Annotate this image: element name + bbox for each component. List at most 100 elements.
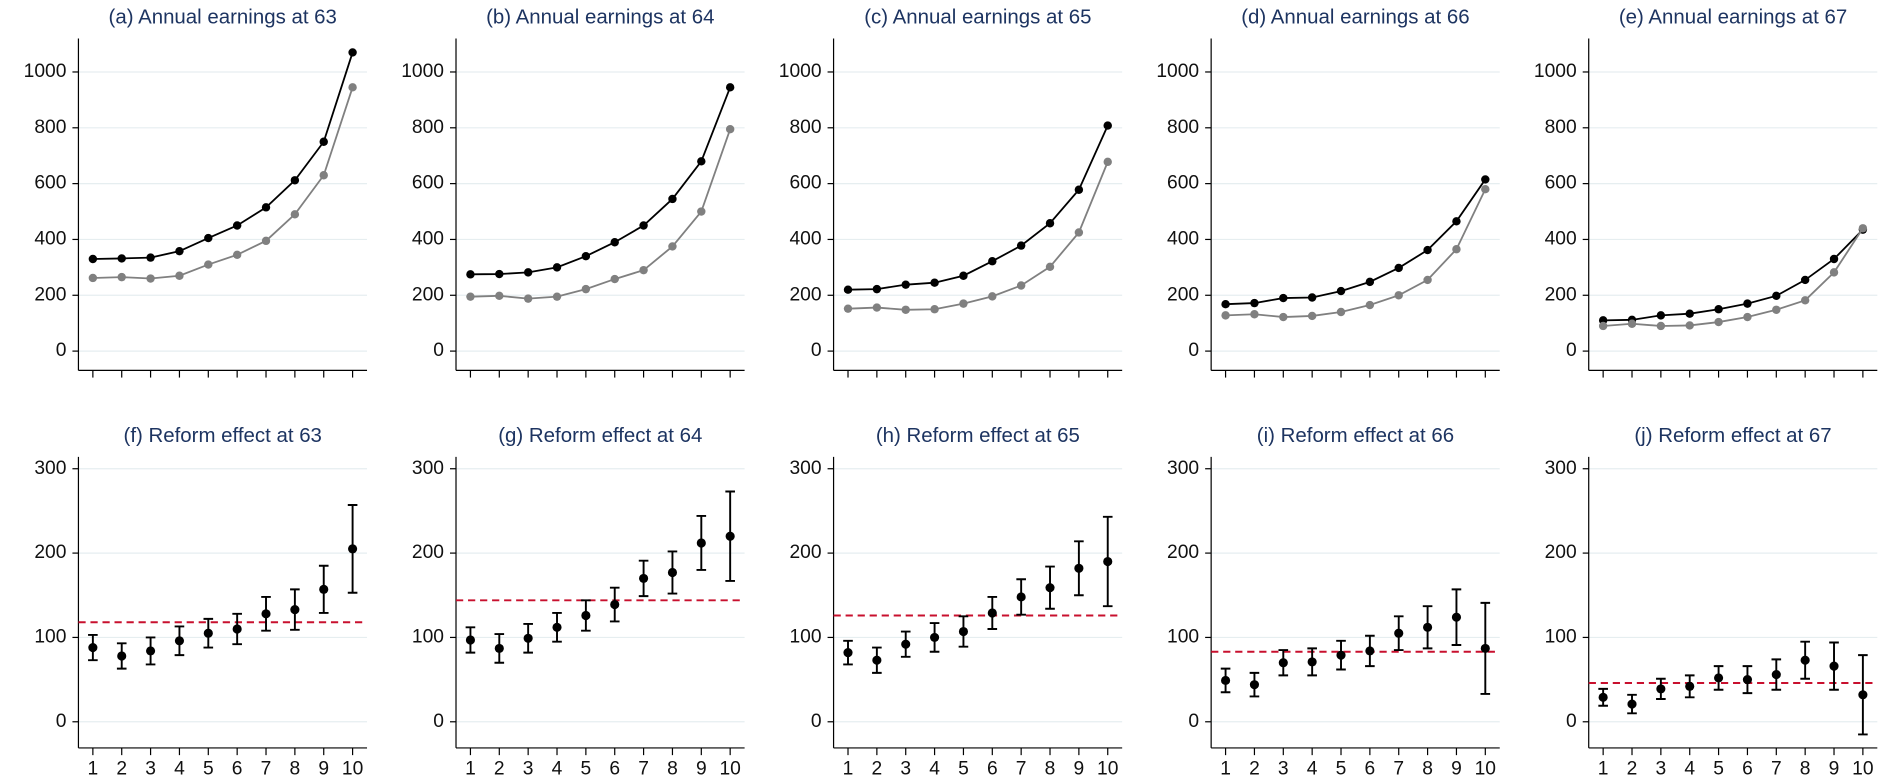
y-tick-label: 0 xyxy=(811,711,822,732)
x-tick-label: 7 xyxy=(638,759,649,780)
data-point xyxy=(1452,245,1461,254)
data-point xyxy=(1365,300,1375,310)
y-tick-label: 0 xyxy=(1566,340,1577,361)
y-tick-label: 0 xyxy=(1566,711,1577,732)
data-point xyxy=(261,609,271,619)
data-point xyxy=(1743,312,1752,322)
data-point xyxy=(1627,699,1637,709)
y-tick-label: 300 xyxy=(1167,458,1199,479)
data-point xyxy=(232,250,242,260)
data-point xyxy=(988,257,997,266)
y-tick-label: 100 xyxy=(34,627,66,648)
y-tick-label: 200 xyxy=(34,284,66,305)
series-line xyxy=(1603,227,1864,327)
data-point xyxy=(987,608,997,618)
data-point xyxy=(1656,321,1666,331)
data-point xyxy=(1074,185,1084,194)
x-tick-label: 9 xyxy=(1074,759,1085,780)
data-point xyxy=(523,268,533,277)
x-tick-label: 1 xyxy=(465,759,476,780)
y-tick-label: 200 xyxy=(789,284,821,305)
y-tick-label: 200 xyxy=(1545,284,1577,305)
x-tick-label: 1 xyxy=(843,759,854,780)
x-tick-label: 10 xyxy=(1097,759,1118,780)
y-tick-label: 600 xyxy=(34,173,66,194)
data-point xyxy=(1480,643,1490,653)
data-point xyxy=(1423,622,1433,632)
data-point xyxy=(1772,291,1781,301)
data-point xyxy=(610,599,620,610)
data-point xyxy=(1800,275,1810,285)
x-tick-label: 7 xyxy=(1771,759,1782,780)
data-point xyxy=(1394,263,1403,273)
x-tick-label: 8 xyxy=(290,759,301,780)
y-tick-label: 200 xyxy=(1167,284,1199,305)
data-point xyxy=(1598,692,1608,702)
data-point xyxy=(348,48,357,57)
data-point xyxy=(552,292,562,301)
y-tick-label: 0 xyxy=(1188,340,1199,361)
y-tick-label: 100 xyxy=(789,627,821,648)
series-line xyxy=(92,52,354,260)
data-point xyxy=(466,292,475,301)
y-tick-label: 800 xyxy=(1167,117,1199,138)
data-point xyxy=(1743,299,1752,308)
data-point xyxy=(1016,281,1026,290)
data-point xyxy=(1336,307,1346,317)
y-tick-label: 0 xyxy=(56,711,67,732)
data-point xyxy=(1365,277,1375,287)
data-point xyxy=(901,280,910,289)
data-point xyxy=(959,271,968,280)
y-tick-label: 800 xyxy=(412,117,444,138)
series-line xyxy=(470,86,732,276)
series-line xyxy=(1603,229,1864,322)
x-tick-label: 2 xyxy=(1249,759,1260,780)
data-point xyxy=(174,636,185,646)
data-point xyxy=(901,639,911,649)
data-point xyxy=(872,303,882,312)
data-point xyxy=(348,544,358,554)
x-tick-label: 5 xyxy=(1336,759,1347,780)
data-point xyxy=(610,274,619,284)
y-tick-label: 0 xyxy=(1188,711,1199,732)
data-point xyxy=(495,291,504,301)
panel-title: (g) Reform effect at 64 xyxy=(498,424,702,447)
y-tick-label: 1000 xyxy=(24,61,67,82)
y-tick-label: 300 xyxy=(789,458,821,479)
y-tick-label: 200 xyxy=(789,542,821,563)
data-point xyxy=(1307,311,1317,321)
data-point xyxy=(290,176,300,185)
data-point xyxy=(930,278,939,287)
data-point xyxy=(872,655,882,665)
x-tick-label: 6 xyxy=(232,759,243,780)
data-point xyxy=(725,531,735,541)
data-point xyxy=(1249,680,1260,690)
data-point xyxy=(930,305,939,314)
x-tick-label: 10 xyxy=(342,759,363,780)
data-point xyxy=(1336,286,1346,296)
x-tick-label: 9 xyxy=(318,759,329,780)
data-point xyxy=(1279,312,1288,322)
y-tick-label: 400 xyxy=(1545,229,1577,250)
x-tick-label: 2 xyxy=(1627,759,1638,780)
x-tick-label: 8 xyxy=(1800,759,1811,780)
x-tick-label: 2 xyxy=(116,759,127,780)
data-point xyxy=(204,233,213,243)
data-point xyxy=(1452,217,1461,226)
x-tick-label: 9 xyxy=(696,759,707,780)
x-tick-label: 9 xyxy=(1829,759,1840,780)
y-tick-label: 800 xyxy=(34,117,66,138)
data-point xyxy=(232,221,242,230)
panel-title: (a) Annual earnings at 63 xyxy=(109,5,337,28)
data-point xyxy=(552,622,562,632)
data-point xyxy=(930,632,940,643)
data-point xyxy=(1336,650,1346,660)
data-point xyxy=(1250,298,1259,308)
x-tick-label: 2 xyxy=(872,759,883,780)
panel-title: (c) Annual earnings at 65 xyxy=(864,5,1091,28)
x-tick-label: 4 xyxy=(1684,759,1695,780)
x-tick-label: 6 xyxy=(609,759,620,780)
data-point xyxy=(1656,684,1666,694)
data-point xyxy=(843,285,853,294)
